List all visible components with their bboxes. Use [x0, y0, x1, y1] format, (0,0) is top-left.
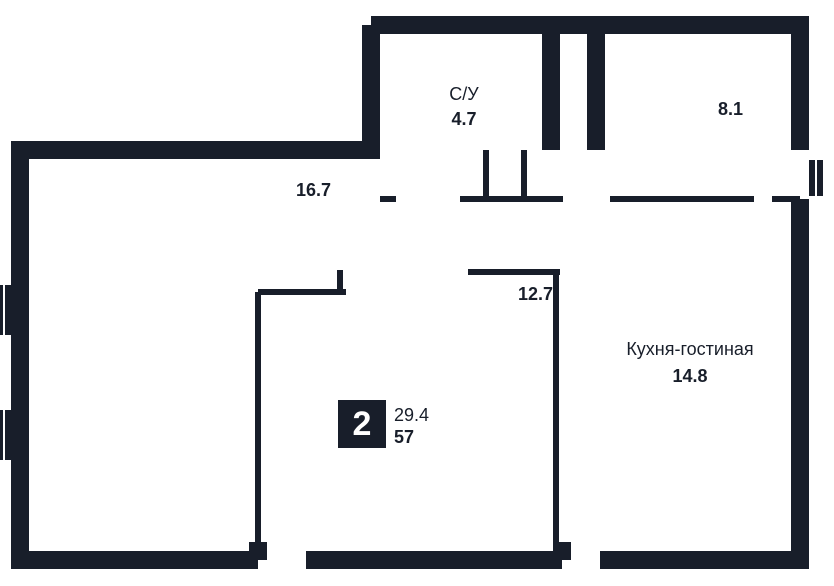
dimension-label: 8.1: [718, 99, 743, 119]
dimension-label: 16.7: [296, 180, 331, 200]
room-name: Кухня-гостиная: [626, 339, 753, 359]
room-name: С/У: [449, 84, 479, 104]
total-area: 57: [394, 427, 414, 447]
room-area: 14.8: [672, 366, 707, 386]
dimension-label: 12.7: [518, 284, 553, 304]
room-count: 2: [353, 405, 372, 443]
room-area: 4.7: [451, 109, 476, 129]
living-area: 29.4: [394, 405, 429, 425]
